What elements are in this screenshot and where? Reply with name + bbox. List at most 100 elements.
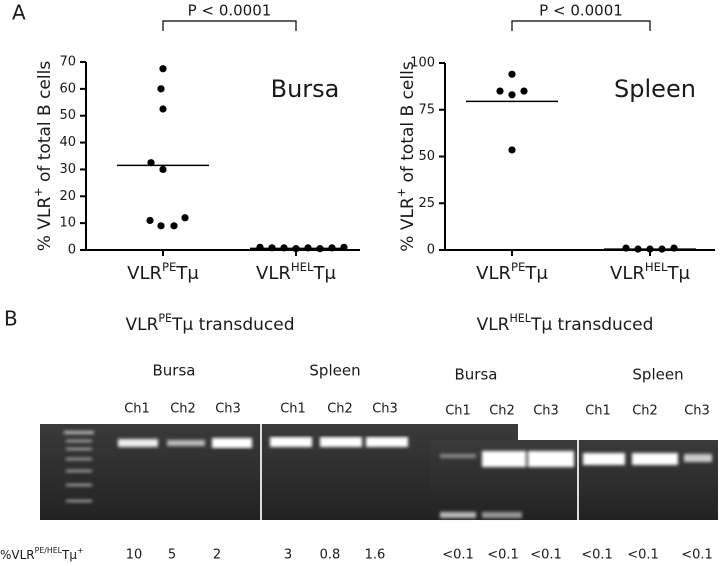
- tissue-label: Spleen: [309, 362, 360, 380]
- x-tick-label-part: Tμ: [313, 263, 337, 284]
- tissue-annotation: Bursa: [271, 75, 340, 103]
- percentage-label: 0.8: [320, 548, 341, 563]
- data-point: [147, 159, 155, 167]
- gel-title: VLRPETμ transduced: [125, 312, 294, 336]
- x-tick-label-sup: PE: [511, 260, 525, 274]
- gel-title: VLRHELTμ transduced: [477, 312, 654, 336]
- y-tick-label: 0: [68, 243, 76, 258]
- y-axis-label-sup: +: [32, 187, 45, 196]
- x-tick-label: VLRPETμ: [127, 260, 199, 285]
- significance-bracket: [162, 20, 297, 31]
- data-point: [670, 244, 678, 252]
- data-point: [181, 214, 189, 222]
- panel-label: A: [12, 1, 26, 25]
- lane-label: Ch1: [124, 402, 150, 417]
- gel-title-part: Tμ transduced: [530, 315, 653, 335]
- percentage-label: 10: [126, 548, 143, 563]
- data-point: [157, 85, 165, 93]
- x-tick-label: VLRHELTμ: [256, 260, 337, 285]
- lane-label: Ch2: [489, 404, 515, 419]
- y-tick-label: 70: [59, 55, 76, 70]
- y-axis-label-part: of total B cells: [35, 61, 55, 188]
- lane-label: Ch2: [170, 402, 196, 417]
- y-axis-label: % VLR+ of total B cells: [32, 61, 56, 252]
- row-label-part: Tμ: [61, 548, 77, 562]
- percentage-label: 2: [213, 548, 221, 563]
- data-point: [256, 243, 264, 251]
- y-axis-label-part: % VLR: [398, 197, 418, 252]
- y-tick-label: 75: [418, 102, 435, 117]
- tissue-annotation: Spleen: [614, 75, 696, 103]
- data-point: [340, 243, 348, 251]
- percentage-label: <0.1: [442, 548, 474, 563]
- percentage-label: <0.1: [581, 548, 613, 563]
- x-tick-label-part: VLR: [256, 263, 291, 284]
- y-tick-label: 0: [427, 243, 435, 258]
- percentage-label: 3: [284, 548, 292, 563]
- x-tick-label-sup: HEL: [291, 260, 314, 274]
- y-axis-label-part: % VLR: [35, 197, 55, 252]
- x-tick-label-sup: HEL: [645, 260, 668, 274]
- percentage-label: <0.1: [681, 548, 713, 563]
- gel-title-sup: PE: [158, 312, 172, 325]
- data-point: [159, 165, 167, 174]
- tissue-label: Spleen: [632, 366, 683, 384]
- percentage-label: <0.1: [627, 548, 659, 563]
- y-tick-label: 50: [418, 149, 435, 164]
- data-point: [508, 146, 516, 154]
- y-axis-label-part: of total B cells: [398, 61, 418, 188]
- data-point: [159, 65, 167, 73]
- x-tick-label-sup: PE: [162, 260, 176, 274]
- data-point: [508, 70, 516, 78]
- y-axis-label: % VLR+ of total B cells: [395, 61, 419, 252]
- row-label: %VLRPE/HELTμ+: [0, 546, 84, 562]
- p-value-label: P < 0.0001: [539, 2, 623, 20]
- percentage-label: 1.6: [365, 548, 386, 563]
- percentage-label: <0.1: [530, 548, 562, 563]
- x-tick-label-part: VLR: [476, 263, 511, 284]
- lane-label: Ch1: [445, 404, 471, 419]
- lane-label: Ch3: [372, 402, 398, 417]
- x-tick-label-part: VLR: [127, 263, 162, 284]
- x-tick-label-part: Tμ: [667, 263, 691, 284]
- y-tick-label: 100: [410, 56, 435, 71]
- data-point: [496, 87, 504, 95]
- panel-label: B: [4, 307, 18, 331]
- row-label-sup: +: [77, 546, 84, 555]
- gel-title-part: Tμ transduced: [171, 315, 294, 335]
- data-point: [170, 222, 178, 230]
- data-point: [520, 87, 528, 95]
- data-point: [622, 244, 630, 252]
- gel-right: [430, 440, 718, 520]
- data-point: [146, 216, 154, 225]
- y-tick-label: 30: [59, 162, 76, 177]
- tissue-label: Bursa: [153, 362, 196, 380]
- x-tick-label: VLRHELTμ: [610, 260, 691, 285]
- lane-label: Ch3: [684, 404, 710, 419]
- x-tick-label: VLRPETμ: [476, 260, 548, 285]
- lane-label: Ch1: [280, 402, 306, 417]
- gel-title-part: VLR: [125, 315, 158, 335]
- row-label-sup: PE/HEL: [35, 546, 63, 555]
- lane-label: Ch3: [215, 402, 241, 417]
- lane-label: Ch2: [327, 402, 353, 417]
- x-tick-label-part: VLR: [610, 263, 645, 284]
- data-point: [508, 91, 516, 99]
- p-value-label: P < 0.0001: [188, 2, 272, 20]
- y-tick-label: 60: [59, 81, 76, 96]
- data-point: [157, 222, 165, 230]
- x-tick-label-part: Tμ: [175, 263, 199, 284]
- y-tick-label: 50: [59, 108, 76, 123]
- tissue-label: Bursa: [455, 366, 498, 384]
- y-tick-label: 20: [59, 189, 76, 204]
- gel-title-part: VLR: [477, 315, 510, 335]
- percentage-label: <0.1: [487, 548, 519, 563]
- y-tick-label: 40: [59, 135, 76, 150]
- percentage-label: 5: [168, 548, 176, 563]
- gel-title-sup: HEL: [509, 312, 531, 325]
- lane-label: Ch3: [533, 404, 559, 419]
- lane-label: Ch2: [632, 404, 658, 419]
- lane-label: Ch1: [585, 404, 611, 419]
- y-tick-label: 10: [59, 216, 76, 231]
